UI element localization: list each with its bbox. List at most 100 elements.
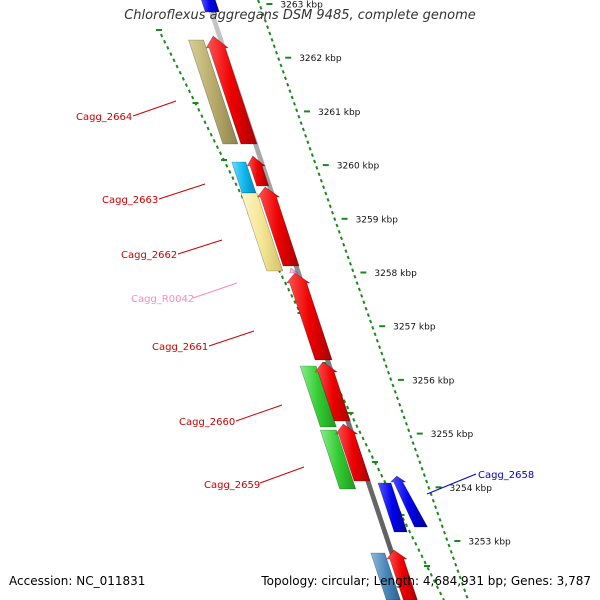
gene-label-leader bbox=[177, 239, 223, 255]
gene-label[interactable]: Cagg_2662 bbox=[121, 250, 177, 261]
ruler-tick-mark bbox=[330, 210, 335, 215]
outer-tick-mark bbox=[200, 114, 204, 118]
ruler-tick-mark bbox=[395, 396, 400, 401]
ruler-tick-mark bbox=[310, 153, 314, 157]
outer-tick-mark bbox=[426, 566, 430, 571]
ruler-tick-mark bbox=[436, 511, 440, 516]
ruler-tick-mark bbox=[393, 390, 397, 394]
outer-tick-mark bbox=[401, 517, 405, 521]
ruler-tick-mark bbox=[431, 498, 435, 503]
ruler-tick-mark bbox=[283, 76, 288, 81]
ruler-tick-mark bbox=[434, 505, 438, 509]
ruler-tick-mark bbox=[257, 0, 261, 4]
ruler-tick-mark bbox=[465, 594, 469, 599]
gene-cagg-r0042 bbox=[289, 267, 299, 274]
ruler-tick-mark bbox=[351, 268, 355, 273]
outer-tick-mark bbox=[172, 58, 176, 63]
ruler-tick-mark bbox=[373, 332, 377, 337]
outer-tick-mark bbox=[423, 560, 427, 565]
ruler-tick-mark bbox=[416, 454, 420, 458]
ruler-tick-mark bbox=[337, 230, 341, 234]
outer-tick-mark bbox=[197, 108, 201, 112]
outer-tick-mark bbox=[234, 182, 238, 187]
outer-tick-mark bbox=[429, 573, 433, 577]
ruler-tick-mark bbox=[266, 25, 270, 29]
gene-cagg-2664-olive bbox=[188, 39, 239, 145]
ruler-tick-mark bbox=[281, 70, 285, 74]
gene-label[interactable]: Cagg_R0042 bbox=[131, 294, 194, 305]
ruler-tick-mark bbox=[313, 159, 317, 164]
ruler-tick-mark bbox=[460, 582, 464, 586]
ruler-tick-mark bbox=[386, 370, 391, 375]
outer-tick-mark bbox=[231, 176, 235, 180]
ruler-tick-mark bbox=[407, 428, 411, 433]
outer-tick-mark bbox=[184, 83, 188, 87]
ruler-tick-mark bbox=[456, 569, 460, 573]
gene-top-partial bbox=[200, 0, 220, 13]
ruler-tick-mark bbox=[263, 18, 267, 23]
ruler-tick-mark bbox=[306, 140, 310, 145]
ruler-tick-mark bbox=[326, 198, 330, 202]
outer-tick-mark bbox=[284, 281, 288, 286]
ruler-tick-mark bbox=[290, 95, 294, 100]
ruler-tick-mark bbox=[442, 530, 447, 535]
ruler-tick-mark bbox=[458, 575, 462, 580]
gene-label-leader bbox=[192, 282, 238, 299]
ruler-tick-mark bbox=[268, 31, 272, 36]
outer-tick-mark bbox=[435, 585, 440, 590]
outer-tick-mark bbox=[293, 300, 297, 304]
gene-cagg-2661 bbox=[286, 272, 333, 361]
ruler-tick-mark bbox=[427, 486, 431, 490]
gene-label-layer: Cagg_2664 Cagg_2663 Cagg_2662 Cagg_R0042 Cag… bbox=[76, 100, 534, 495]
outer-tick-mark bbox=[215, 145, 219, 149]
gene-label[interactable]: Cagg_2660 bbox=[179, 417, 235, 428]
ruler-tick-mark bbox=[400, 409, 404, 413]
ruler-tick-mark bbox=[402, 415, 406, 420]
ruler-label: 3262 kbp bbox=[299, 54, 342, 64]
outer-tick-mark bbox=[287, 287, 291, 292]
ruler-tick-mark bbox=[454, 562, 458, 567]
gene-label-leader bbox=[259, 466, 305, 484]
ruler-tick-mark bbox=[463, 588, 467, 593]
ruler-tick-mark bbox=[360, 294, 364, 298]
ruler-label: 3261 kbp bbox=[318, 108, 361, 118]
gene-bottom-red bbox=[386, 549, 418, 600]
ruler-tick-mark bbox=[384, 364, 388, 369]
outer-tick-mark bbox=[411, 535, 415, 540]
ruler-tick-mark bbox=[259, 6, 263, 10]
gene-label[interactable]: Cagg_2663 bbox=[102, 195, 158, 206]
ruler-tick-mark bbox=[382, 358, 386, 362]
gene-cagg-2662-yellow bbox=[240, 192, 284, 272]
ruler-tick-mark bbox=[348, 262, 352, 266]
ruler-tick-mark bbox=[357, 287, 361, 292]
outer-tick-mark bbox=[346, 405, 350, 410]
ruler-tick-mark bbox=[279, 63, 283, 68]
ruler-tick-mark bbox=[297, 114, 301, 119]
ruler-tick-mark bbox=[366, 313, 370, 317]
outer-tick-mark bbox=[175, 64, 179, 69]
outer-tick-mark bbox=[178, 70, 182, 75]
outer-tick-mark bbox=[414, 542, 418, 546]
ruler-tick-mark bbox=[364, 306, 368, 311]
gene-label[interactable]: Cagg_2659 bbox=[204, 480, 260, 491]
outer-tick-mark bbox=[209, 132, 213, 137]
ruler-tick-mark bbox=[295, 108, 299, 113]
gene-label[interactable]: Cagg_2661 bbox=[152, 342, 208, 353]
gene-label[interactable]: Cagg_2658 bbox=[478, 470, 534, 481]
ruler-tick-mark bbox=[261, 12, 265, 17]
ruler-label: 3255 kbp bbox=[431, 430, 474, 440]
ruler-label: 3253 kbp bbox=[468, 538, 511, 548]
gene-label[interactable]: Cagg_2664 bbox=[76, 112, 132, 123]
outer-tick-mark bbox=[432, 579, 436, 583]
outer-tick-mark bbox=[361, 436, 365, 441]
ruler-tick-mark bbox=[413, 447, 417, 452]
outer-tick-mark bbox=[439, 591, 443, 596]
outer-tick-mark bbox=[383, 480, 387, 484]
ruler-tick-mark bbox=[411, 441, 415, 445]
outer-tick-mark bbox=[404, 523, 409, 528]
ruler-tick-mark bbox=[425, 479, 429, 484]
ruler-tick-mark bbox=[420, 466, 424, 471]
outer-tick-mark bbox=[280, 275, 285, 280]
ruler-tick-mark bbox=[301, 127, 305, 132]
